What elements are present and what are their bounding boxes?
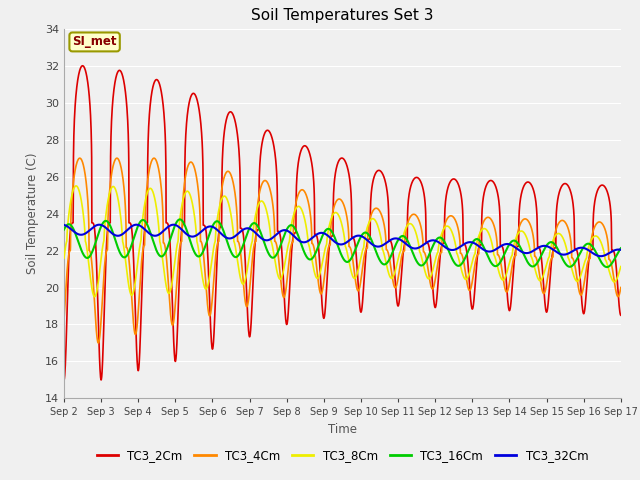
Legend: TC3_2Cm, TC3_4Cm, TC3_8Cm, TC3_16Cm, TC3_32Cm: TC3_2Cm, TC3_4Cm, TC3_8Cm, TC3_16Cm, TC3… [92, 444, 593, 467]
X-axis label: Time: Time [328, 423, 357, 436]
Text: SI_met: SI_met [72, 36, 117, 48]
Title: Soil Temperatures Set 3: Soil Temperatures Set 3 [251, 9, 434, 24]
Y-axis label: Soil Temperature (C): Soil Temperature (C) [26, 153, 39, 275]
